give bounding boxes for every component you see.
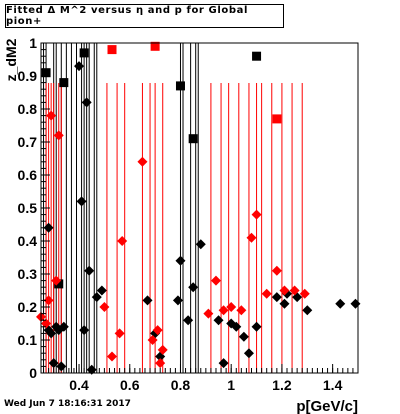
series-1-diamond-11 [147,335,158,345]
series-1-diamond-21 [251,209,262,220]
series-0-diamond-20 [175,255,186,266]
y-tick-label-4: 0.4 [18,233,38,249]
x-tick-label-4: 1.2 [272,377,292,393]
y-tick-label-5: 0.5 [18,200,38,216]
series-0-diamond-8 [74,61,85,72]
y-tick-label-0: 0 [29,365,37,381]
series-0-diamond-29 [243,348,254,359]
series-0-square-3 [79,48,89,58]
y-tick-label-1: 0.1 [18,332,38,348]
x-axis-label: p[GeV/c] [296,398,358,414]
series-0-diamond-12 [84,265,95,276]
series-0-diamond-3 [48,358,59,369]
series-0-diamond-30 [251,321,262,332]
series-0-diamond-2 [46,328,57,339]
series-1-diamond-16 [210,275,221,286]
timestamp: Wed Jun 7 18:16:31 2017 [4,399,131,409]
series-1-diamond-2 [43,295,54,306]
series-0-diamond-37 [350,298,361,309]
series-0-diamond-27 [231,321,242,332]
y-tick-label-9: 0.9 [18,68,38,84]
series-0-square-6 [252,51,262,61]
series-0-diamond-31 [271,292,282,303]
series-0-diamond-11 [81,97,92,108]
chart-title: Fitted Δ M^2 versus η and p for Global p… [5,4,284,28]
series-1-diamond-7 [107,351,118,362]
series-0-diamond-36 [335,298,346,309]
series-0-diamond-19 [172,295,183,306]
x-tick-label-3: 1 [227,377,235,393]
axes-layer: 0 0.1 0.2 0.3 0.4 0.5 0.6 0.7 0.8 0.9 1 0.4 0.6 0.8 1 1… [3,35,359,414]
series-1-diamond-13 [155,358,166,369]
x-tick-label-2: 0.8 [171,377,191,393]
series-0-square-1 [54,279,64,289]
y-tick-label-2: 0.2 [18,299,38,315]
series-0-diamond-9 [76,196,87,207]
series-0-diamond-21 [183,315,194,326]
series-1-square-1 [150,41,160,51]
series-1-diamond-14 [157,344,168,355]
plot-frame [40,42,359,374]
series-0-diamond-16 [142,295,153,306]
series-0-square-5 [188,134,198,144]
vertical-lines-layer [40,43,303,373]
series-1-diamond-26 [299,288,310,299]
x-tick-label-5: 1.4 [323,377,343,393]
y-tick-label-7: 0.7 [18,134,38,150]
series-0-square-0 [41,68,51,78]
series-1-diamond-9 [117,236,128,246]
series-0-diamond-22 [188,282,199,293]
series-1-diamond-5 [53,130,64,141]
x-tick-label-1: 0.6 [120,377,140,393]
y-tick-label-10: 1 [29,35,37,51]
x-tick-label-0: 0.4 [69,377,89,393]
series-1-diamond-6 [99,302,110,312]
series-0-diamond-23 [195,239,206,250]
points-layer [36,41,361,375]
series-1-diamond-10 [137,156,148,167]
series-0-diamond-14 [91,292,102,303]
series-1-square-2 [272,114,282,124]
series-0-square-4 [175,81,185,91]
series-1-diamond-23 [271,265,282,276]
series-1-diamond-22 [261,288,272,299]
series-0-diamond-25 [218,358,229,369]
series-1-diamond-8 [114,328,125,339]
series-0-square-2 [59,78,69,88]
series-0-diamond-32 [279,298,290,309]
series-0-diamond-15 [96,285,107,296]
series-1-diamond-15 [203,308,214,319]
series-0-diamond-7 [58,321,69,332]
y-tick-label-8: 0.8 [18,101,38,117]
y-tick-label-3: 0.3 [18,266,38,282]
series-0-diamond-35 [302,305,313,316]
series-0-diamond-0 [43,222,54,233]
series-0-diamond-28 [238,331,249,342]
series-1-square-0 [107,45,117,55]
series-1-diamond-24 [279,285,290,296]
series-1-diamond-4 [51,275,62,286]
series-0-diamond-24 [213,315,224,326]
y-tick-label-6: 0.6 [18,167,38,183]
y-axis-label: z_dM2 [3,38,19,81]
series-1-diamond-3 [46,110,57,121]
series-1-diamond-18 [226,302,237,312]
series-0-diamond-10 [79,325,90,336]
series-1-diamond-19 [236,305,247,316]
series-1-diamond-1 [41,318,52,329]
series-1-diamond-17 [218,305,229,316]
series-1-diamond-25 [289,285,300,296]
series-1-diamond-12 [152,325,163,336]
series-1-diamond-20 [246,232,257,243]
